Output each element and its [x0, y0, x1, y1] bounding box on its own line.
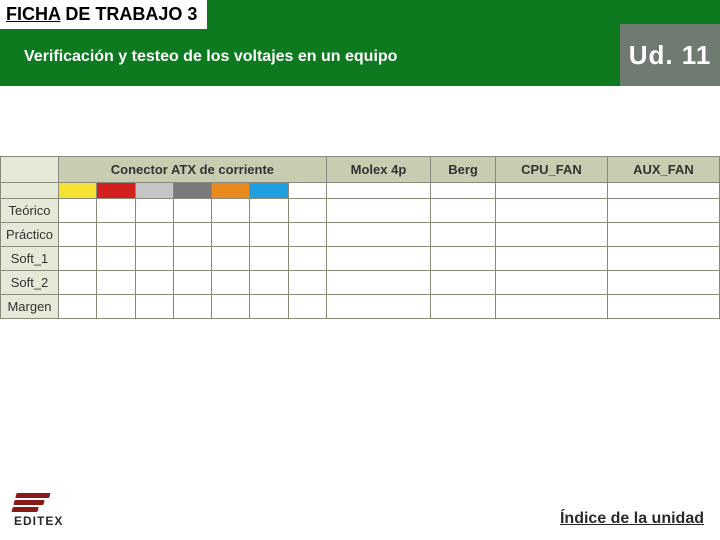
data-cell	[431, 247, 496, 271]
data-cell	[59, 247, 97, 271]
table-row: Soft_1	[1, 247, 720, 271]
data-cell	[431, 271, 496, 295]
table-row: Soft_2	[1, 271, 720, 295]
data-cell	[250, 295, 288, 319]
data-cell	[288, 199, 326, 223]
data-cell	[173, 199, 211, 223]
data-cell	[288, 295, 326, 319]
data-cell	[212, 295, 250, 319]
logo-bars-icon	[11, 493, 50, 512]
header-bar: FICHA DE TRABAJO 3 Verificación y testeo…	[0, 0, 720, 86]
data-cell	[326, 271, 430, 295]
data-cell	[59, 271, 97, 295]
header-aux-fan: AUX_FAN	[607, 157, 719, 183]
worksheet-title: FICHA DE TRABAJO 3	[0, 0, 207, 29]
data-cell	[212, 223, 250, 247]
data-cell	[250, 199, 288, 223]
worksheet-subtitle: Verificación y testeo de los voltajes en…	[24, 48, 397, 66]
data-cell	[250, 223, 288, 247]
data-cell	[135, 199, 173, 223]
data-cell	[173, 247, 211, 271]
header-cpu-fan: CPU_FAN	[495, 157, 607, 183]
row-label: Soft_1	[1, 247, 59, 271]
data-cell	[431, 199, 496, 223]
data-cell	[326, 199, 430, 223]
data-cell	[326, 295, 430, 319]
atx-color-2	[97, 183, 135, 199]
table-body: TeóricoPrácticoSoft_1Soft_2Margen	[1, 199, 720, 319]
header-atx: Conector ATX de corriente	[59, 157, 327, 183]
aux-fan-blank	[607, 183, 719, 199]
voltage-table: Conector ATX de corriente Molex 4p Berg …	[0, 156, 720, 319]
footer: EDITEX Índice de la unidad	[0, 482, 720, 532]
molex-blank	[326, 183, 430, 199]
data-cell	[135, 295, 173, 319]
row-label: Teórico	[1, 199, 59, 223]
unit-badge: Ud. 11	[620, 24, 720, 86]
data-cell	[59, 223, 97, 247]
atx-color-row	[1, 183, 720, 199]
data-cell	[59, 295, 97, 319]
table-row: Margen	[1, 295, 720, 319]
data-cell	[250, 247, 288, 271]
data-cell	[97, 271, 135, 295]
data-cell	[173, 295, 211, 319]
data-cell	[607, 295, 719, 319]
title-prefix: FICHA	[6, 4, 60, 24]
data-cell	[326, 247, 430, 271]
header-berg: Berg	[431, 157, 496, 183]
data-cell	[97, 295, 135, 319]
table-row: Teórico	[1, 199, 720, 223]
data-cell	[607, 247, 719, 271]
data-cell	[97, 223, 135, 247]
unit-index-link[interactable]: Índice de la unidad	[560, 510, 704, 528]
data-cell	[212, 271, 250, 295]
cpu-fan-blank	[495, 183, 607, 199]
voltage-table-container: Conector ATX de corriente Molex 4p Berg …	[0, 156, 720, 319]
data-cell	[431, 223, 496, 247]
atx-color-5	[212, 183, 250, 199]
data-cell	[495, 271, 607, 295]
data-cell	[135, 247, 173, 271]
header-rowlabel	[1, 157, 59, 183]
data-cell	[135, 223, 173, 247]
table-header-row: Conector ATX de corriente Molex 4p Berg …	[1, 157, 720, 183]
data-cell	[173, 271, 211, 295]
atx-color-3	[135, 183, 173, 199]
row-label: Margen	[1, 295, 59, 319]
data-cell	[173, 223, 211, 247]
data-cell	[97, 247, 135, 271]
logo-text: EDITEX	[14, 514, 63, 528]
data-cell	[97, 199, 135, 223]
data-cell	[250, 271, 288, 295]
data-cell	[495, 295, 607, 319]
atx-color-1	[59, 183, 97, 199]
data-cell	[326, 223, 430, 247]
data-cell	[212, 247, 250, 271]
atx-color-6	[250, 183, 288, 199]
atx-color-7	[288, 183, 326, 199]
data-cell	[288, 223, 326, 247]
header-molex: Molex 4p	[326, 157, 430, 183]
data-cell	[135, 271, 173, 295]
data-cell	[59, 199, 97, 223]
data-cell	[607, 271, 719, 295]
berg-blank	[431, 183, 496, 199]
title-rest: DE TRABAJO 3	[60, 4, 197, 24]
data-cell	[607, 199, 719, 223]
data-cell	[212, 199, 250, 223]
data-cell	[495, 223, 607, 247]
data-cell	[431, 295, 496, 319]
row-label: Soft_2	[1, 271, 59, 295]
table-row: Práctico	[1, 223, 720, 247]
data-cell	[288, 271, 326, 295]
atx-color-4	[173, 183, 211, 199]
data-cell	[495, 247, 607, 271]
color-row-label	[1, 183, 59, 199]
data-cell	[288, 247, 326, 271]
row-label: Práctico	[1, 223, 59, 247]
publisher-logo: EDITEX	[14, 493, 63, 528]
data-cell	[495, 199, 607, 223]
data-cell	[607, 223, 719, 247]
